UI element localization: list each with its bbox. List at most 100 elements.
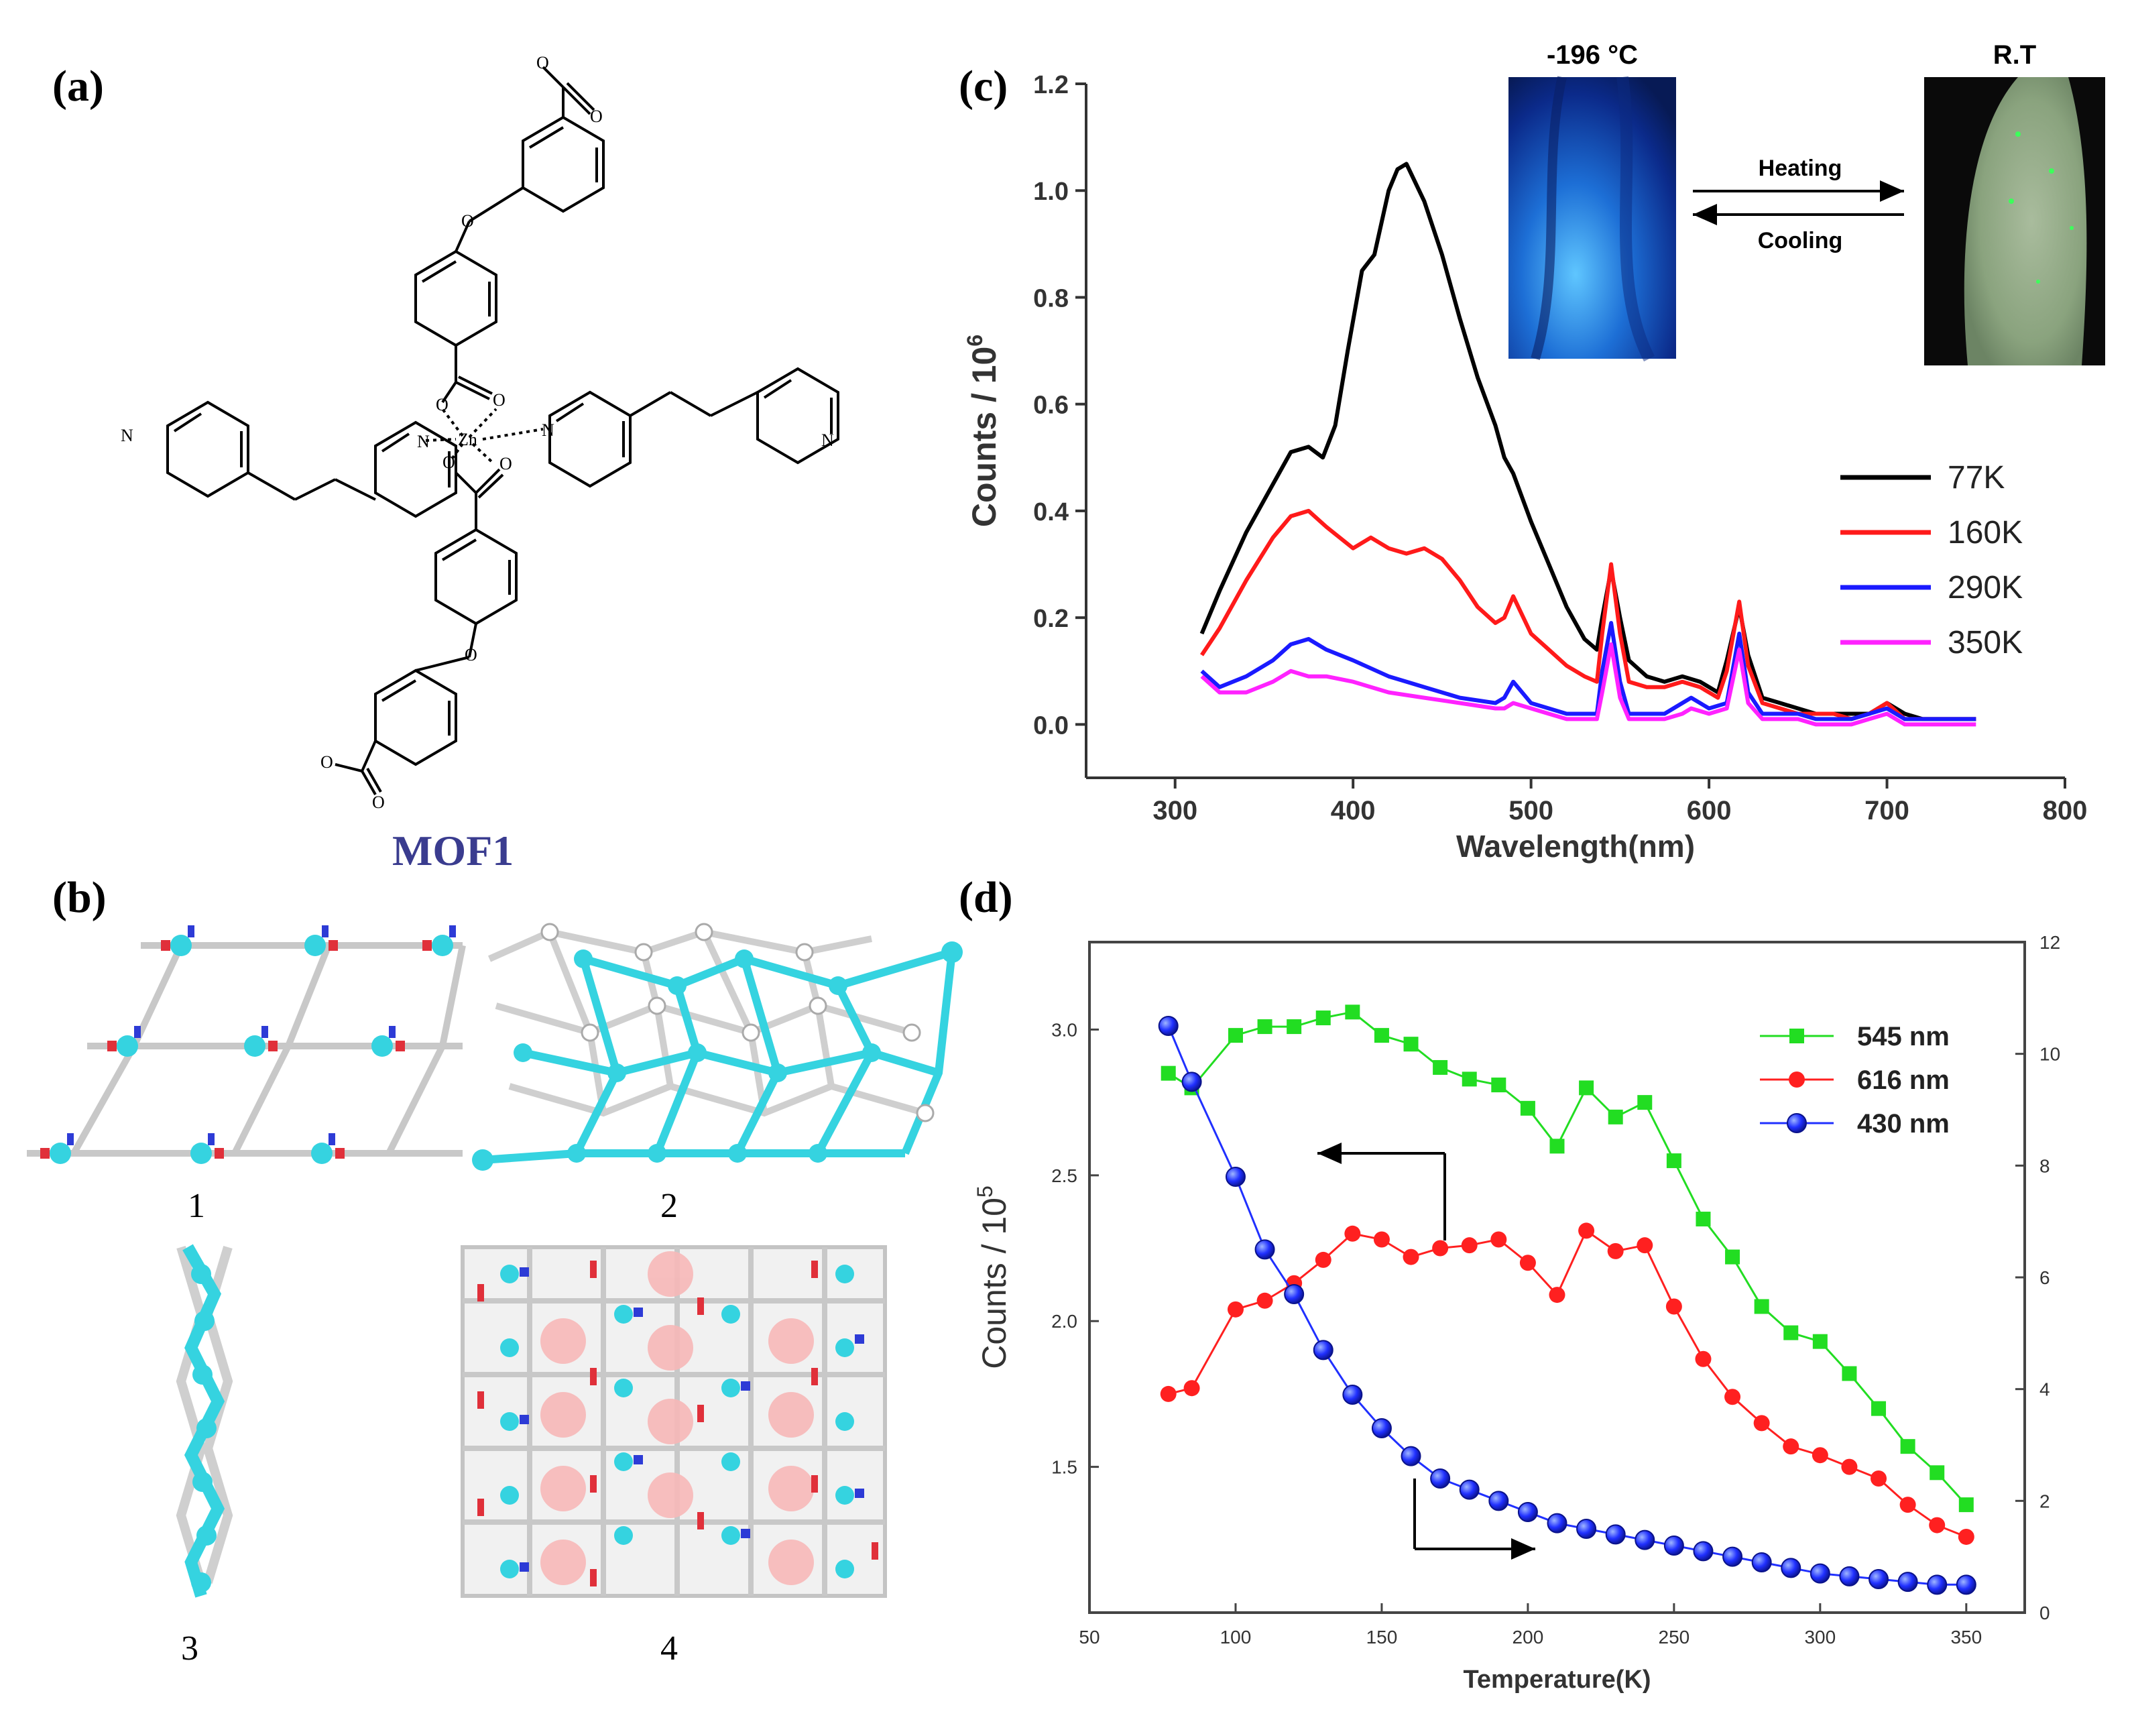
chart-d-data-point — [1839, 1566, 1860, 1586]
benzene-ring-bottom-2 — [374, 669, 457, 766]
chart-c-legend-label: 350K — [1948, 625, 2023, 660]
chart-d-data-point — [1344, 1225, 1361, 1242]
chart-d-series — [1158, 1004, 1976, 1595]
chart-d-data-point — [1958, 1497, 1974, 1513]
panel-label-d: (d) — [959, 873, 1013, 922]
bond — [441, 381, 457, 404]
chart-d-data-point — [1663, 1536, 1684, 1556]
structure-3-column — [176, 1244, 233, 1598]
chart-d-data-point — [1871, 1401, 1887, 1416]
chart-d-data-point — [1666, 1153, 1681, 1169]
chart-d-data-point — [1315, 1251, 1331, 1268]
chart-c-emission-spectra: 300 400 500 600 700 8000.00.20.40.60.81.01.2 … — [963, 40, 2105, 864]
structure-label-4: 4 — [660, 1629, 678, 1668]
bond — [669, 391, 712, 417]
chart-d-data-point — [1754, 1299, 1769, 1314]
chart-c-y-tick-label: 0.0 — [1033, 711, 1069, 740]
chart-d-data-point — [1607, 1242, 1624, 1259]
chart-d-data-point — [1637, 1095, 1653, 1110]
chart-d-data-point — [1342, 1385, 1363, 1405]
chart-d-data-point — [1227, 1301, 1244, 1318]
oxygen-label: O — [590, 107, 603, 126]
panel-label-b: (b) — [52, 873, 107, 922]
bond — [247, 471, 296, 501]
ring-double-bond — [381, 679, 417, 702]
heating-label: Heating — [1759, 156, 1842, 181]
chart-c-legend-label: 290K — [1948, 570, 2023, 605]
oxygen-label: O — [442, 453, 455, 472]
chart-d-data-point — [1929, 1517, 1946, 1534]
chart-d-data-point — [1783, 1325, 1799, 1340]
chart-c-y-tick-label: 1.2 — [1033, 71, 1069, 99]
chart-d-temperature-dependence: 50 100 150 200 250 300 350 1.5 2.0 2.5 3.0 0 2 4 6 8 10 1… — [973, 932, 2060, 1694]
chart-d-data-point — [1371, 1418, 1392, 1438]
structure-label-1: 1 — [188, 1187, 205, 1225]
bond — [562, 86, 591, 115]
chart-c-y-axis-exponent: 6 — [963, 335, 987, 347]
chart-d-data-point — [1225, 1167, 1246, 1187]
ring-double-bond — [381, 432, 410, 453]
ring-double-bond — [528, 126, 565, 149]
chart-d-data-point — [1491, 1078, 1506, 1093]
chart-d-data-point — [1693, 1541, 1714, 1562]
chart-d-data-point — [1783, 1438, 1799, 1455]
bond — [361, 770, 377, 795]
oxygen-label: O — [499, 454, 512, 473]
chart-d-right-y-tick-label: 12 — [2039, 932, 2060, 953]
chart-d-legend-marker — [1789, 1029, 1804, 1043]
bond — [366, 768, 382, 793]
chart-d-x-axis-label: Temperature(K) — [1463, 1666, 1651, 1694]
chart-c-legend-label: 160K — [1948, 515, 2023, 551]
chart-d-data-point — [1284, 1284, 1305, 1304]
oxygen-label: O — [461, 211, 474, 231]
chart-d-data-point — [1578, 1222, 1595, 1239]
oxygen-label: O — [320, 752, 333, 772]
chart-d-right-y-tick-label: 6 — [2039, 1267, 2050, 1288]
nitrogen-label: N — [821, 430, 834, 450]
chart-d-data-point — [1781, 1558, 1801, 1578]
chart-d-y-tick-label: 2.0 — [1051, 1311, 1077, 1332]
chart-d-data-point — [1696, 1212, 1711, 1227]
chart-d-data-point — [1228, 1028, 1243, 1043]
benzene-ring-top-2 — [414, 249, 497, 347]
chart-d-data-point — [1635, 1529, 1655, 1550]
mof1-caption: MOF1 — [392, 827, 514, 874]
chart-c-x-tick-label: 700 — [1864, 796, 1909, 825]
chart-d-data-point — [1490, 1231, 1507, 1248]
chart-d-x-tick-label: 150 — [1366, 1627, 1398, 1647]
panel-label-c: (c) — [959, 62, 1008, 111]
chart-d-data-point — [1871, 1470, 1887, 1487]
chart-d-data-point — [1810, 1563, 1830, 1584]
bond — [294, 478, 336, 501]
chart-d-data-point — [1637, 1237, 1653, 1254]
chart-d-data-point — [1605, 1524, 1626, 1545]
chart-d-data-point — [1753, 1415, 1770, 1432]
chart-d-data-point — [1345, 1004, 1360, 1020]
chart-d-right-y-tick-label: 10 — [2039, 1044, 2060, 1065]
chart-c-x-axis-label: Wavelength(nm) — [1456, 829, 1695, 864]
chart-d-data-point — [1927, 1574, 1948, 1595]
bond — [458, 375, 493, 395]
chart-d-data-point — [1257, 1019, 1272, 1035]
inset-label-room-temperature: R.T — [1993, 40, 2036, 70]
chart-d-data-point — [1956, 1574, 1976, 1595]
bond — [542, 66, 565, 89]
chart-d-data-point — [1158, 1016, 1179, 1036]
chart-d-data-point — [1403, 1037, 1419, 1052]
chart-d-x-tick-label: 250 — [1659, 1627, 1690, 1647]
zn-atom-label: Zn — [458, 430, 477, 449]
chart-d-data-point — [1403, 1249, 1419, 1265]
chart-d-data-point — [1183, 1380, 1200, 1397]
chart-c-y-tick-label: 0.8 — [1033, 284, 1069, 312]
atom-labels: Zn N N N N O O O O O O O O O O — [121, 53, 834, 812]
chart-d-data-point — [1608, 1109, 1623, 1124]
pyridine-ring-left-2 — [374, 420, 457, 518]
chart-d-data-point — [1401, 1446, 1421, 1466]
ring-double-bond — [173, 412, 202, 432]
chart-d-data-point — [1315, 1010, 1331, 1026]
chart-d-x-tick-label: 100 — [1220, 1627, 1252, 1647]
structure-1-nodes — [40, 925, 456, 1164]
chart-c-x-tick-label: 400 — [1331, 796, 1376, 825]
chart-d-data-point — [1665, 1298, 1682, 1315]
bond — [455, 381, 490, 400]
